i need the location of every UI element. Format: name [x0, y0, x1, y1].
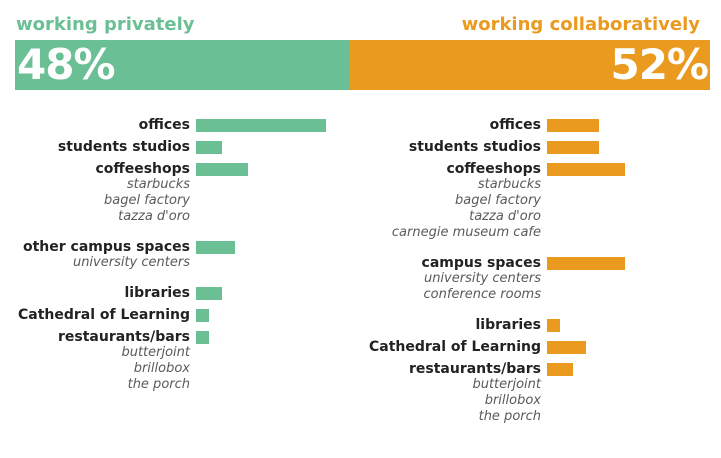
private-category-label: other campus spaces: [22, 239, 190, 255]
private-row: restaurants/bars: [0, 329, 190, 345]
private-example-label: tazza d'oro: [118, 209, 190, 224]
private-bar: [196, 287, 222, 300]
private-bar: [196, 141, 222, 154]
collaborative-bar: [547, 163, 625, 176]
collaborative-example-label: bagel factory: [455, 193, 541, 208]
private-row: students studios: [0, 139, 190, 155]
private-title: working privately: [16, 14, 195, 35]
collaborative-example-label: brillobox: [484, 393, 541, 408]
private-example-label: brillobox: [133, 361, 190, 376]
private-row: offices: [0, 117, 190, 133]
private-example-label: bagel factory: [104, 193, 190, 208]
private-category-label: offices: [138, 117, 190, 133]
collaborative-category-label: libraries: [475, 317, 541, 333]
collaborative-percent-bar: 52%: [350, 40, 710, 90]
collaborative-example-label: the porch: [478, 409, 541, 424]
collaborative-category-label: offices: [489, 117, 541, 133]
collaborative-row: libraries: [0, 317, 541, 333]
private-row: other campus spaces: [0, 239, 190, 255]
collaborative-category-label: students studios: [408, 139, 541, 155]
collaborative-row: campus spaces: [0, 255, 541, 271]
collaborative-example-label: butterjoint: [472, 377, 541, 392]
private-category-label: restaurants/bars: [57, 329, 190, 345]
private-bar: [196, 331, 209, 344]
private-category-label: Cathedral of Learning: [17, 307, 190, 323]
collaborative-category-label: restaurants/bars: [408, 361, 541, 377]
private-bar: [196, 309, 209, 322]
private-bar: [196, 241, 235, 254]
collaborative-row: restaurants/bars: [0, 361, 541, 377]
private-category-label: coffeeshops: [95, 161, 190, 177]
private-example-label: starbucks: [126, 177, 190, 192]
collaborative-bar: [547, 119, 599, 132]
private-example-label: butterjoint: [121, 345, 190, 360]
collaborative-example-label: university centers: [423, 271, 541, 286]
private-row: coffeeshops: [0, 161, 190, 177]
collaborative-example-label: carnegie museum cafe: [391, 225, 541, 240]
collaborative-example-label: tazza d'oro: [469, 209, 541, 224]
private-bar: [196, 163, 248, 176]
collaborative-row: coffeeshops: [0, 161, 541, 177]
private-row: Cathedral of Learning: [0, 307, 190, 323]
collaborative-category-label: Cathedral of Learning: [368, 339, 541, 355]
collaborative-bar: [547, 319, 560, 332]
collaborative-category-label: campus spaces: [421, 255, 541, 271]
collaborative-row: Cathedral of Learning: [0, 339, 541, 355]
collaborative-example-label: starbucks: [477, 177, 541, 192]
private-category-label: students studios: [57, 139, 190, 155]
private-example-label: the porch: [127, 377, 190, 392]
collaborative-bar: [547, 257, 625, 270]
collaborative-row: students studios: [0, 139, 541, 155]
collaborative-bar: [547, 363, 573, 376]
collaborative-bar: [547, 141, 599, 154]
collaborative-example-label: conference rooms: [423, 287, 541, 302]
collaborative-percent-label: 52%: [610, 40, 709, 89]
collaborative-bar: [547, 341, 586, 354]
private-percent-bar: 48%: [15, 40, 350, 90]
private-percent-label: 48%: [17, 40, 116, 89]
collaborative-title: working collaboratively: [461, 14, 700, 35]
private-example-label: university centers: [72, 255, 190, 270]
private-bar: [196, 119, 326, 132]
collaborative-row: offices: [0, 117, 541, 133]
collaborative-category-label: coffeeshops: [446, 161, 541, 177]
private-row: libraries: [0, 285, 190, 301]
private-category-label: libraries: [124, 285, 190, 301]
